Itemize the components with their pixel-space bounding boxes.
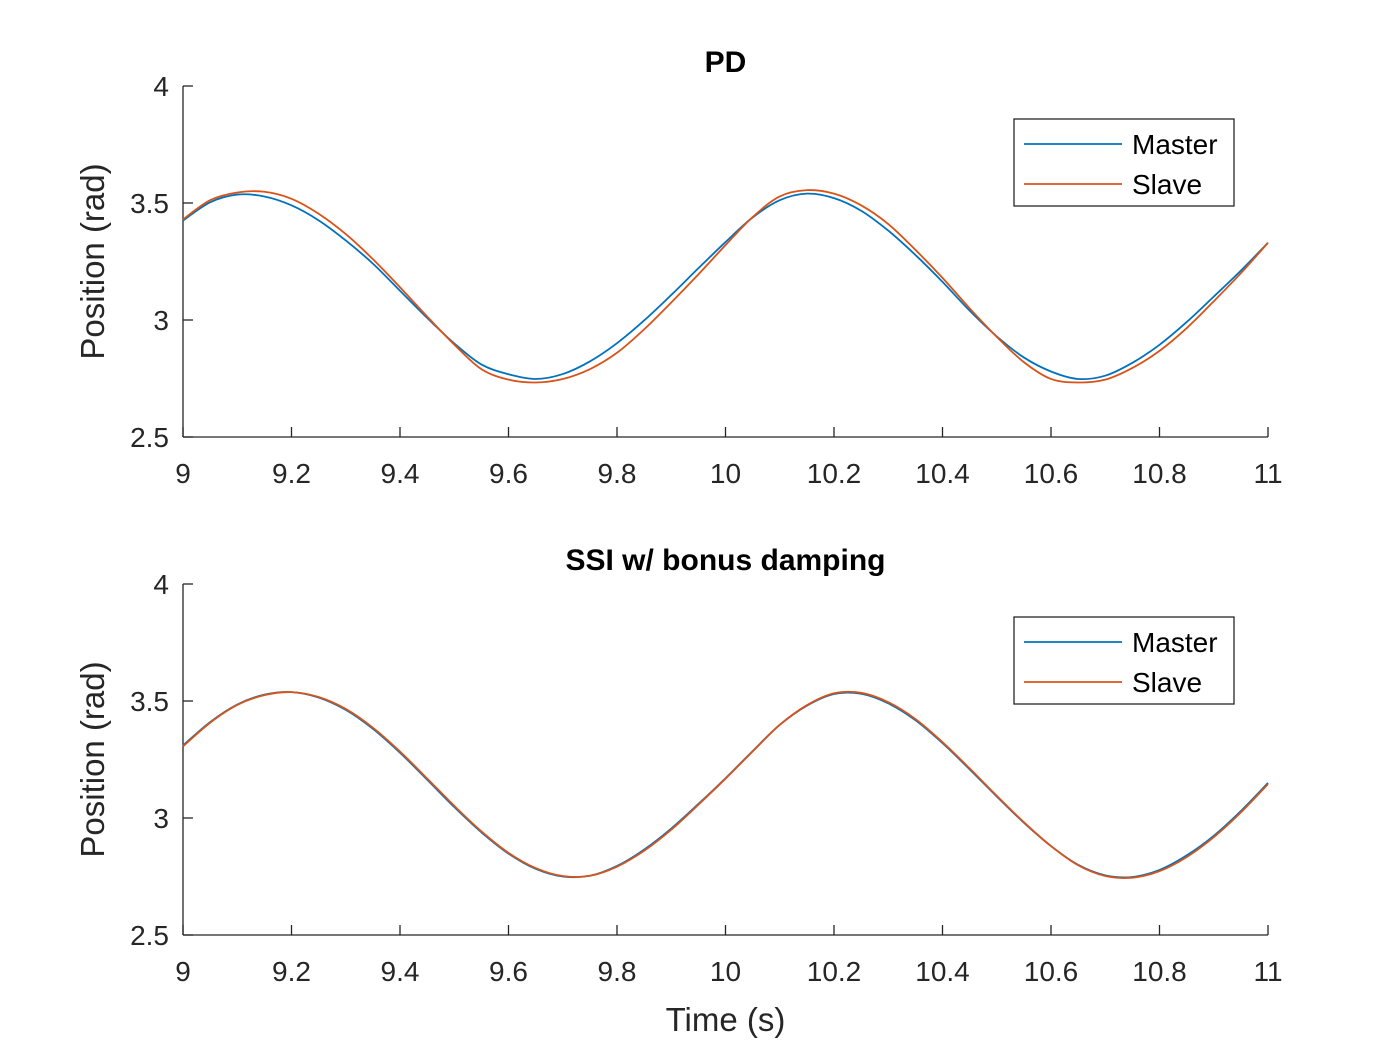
x-tick-label: 9.2 xyxy=(272,458,311,489)
x-tick-label: 10.2 xyxy=(807,956,862,987)
y-axis-label: Position (rad) xyxy=(74,163,111,359)
y-tick-label: 3.5 xyxy=(130,188,169,219)
x-tick-label: 10 xyxy=(710,458,741,489)
legend-box xyxy=(1013,118,1235,207)
series-line-slave xyxy=(182,690,1269,879)
x-tick-label: 9.8 xyxy=(598,956,637,987)
y-tick-label: 4 xyxy=(153,71,169,102)
y-tick-label: 2.5 xyxy=(130,920,169,951)
y-tick-label: 3 xyxy=(153,305,169,336)
legend-entry: Master xyxy=(1132,627,1218,658)
legend: Master Slave xyxy=(1013,118,1235,207)
chart-title: SSI w/ bonus damping xyxy=(565,544,885,577)
x-tick-label: 10.4 xyxy=(915,458,970,489)
x-tick-label: 9.6 xyxy=(489,458,528,489)
x-tick-label: 10.6 xyxy=(1024,956,1079,987)
x-tick-label: 11 xyxy=(1253,956,1282,987)
legend-entry: Slave xyxy=(1132,169,1202,200)
series-line-master xyxy=(182,192,1269,381)
legend-entry: Master xyxy=(1132,129,1218,160)
x-tick-label: 9.4 xyxy=(381,956,420,987)
x-tick-label: 10.8 xyxy=(1132,458,1187,489)
x-tick-label: 9.8 xyxy=(598,458,637,489)
x-tick-label: 10.6 xyxy=(1024,458,1079,489)
x-tick-label: 9.4 xyxy=(381,458,420,489)
y-tick-label: 2.5 xyxy=(130,422,169,453)
x-tick-label: 9 xyxy=(175,458,191,489)
x-tick-label: 10 xyxy=(710,956,741,987)
legend-entry: Slave xyxy=(1132,667,1202,698)
x-tick-label: 10.2 xyxy=(807,458,862,489)
legend-box xyxy=(1013,616,1235,705)
x-tick-label: 9 xyxy=(175,956,191,987)
series-line-slave xyxy=(182,189,1269,384)
x-axis-label: Time (s) xyxy=(666,1001,786,1038)
y-tick-label: 4 xyxy=(153,569,169,600)
y-axis-label: Position (rad) xyxy=(74,661,111,857)
x-tick-label: 10.4 xyxy=(915,956,970,987)
chart-panel-2: SSI w/ bonus damping 9 9.2 9.4 9.6 9.8 10 10.2 1… xyxy=(74,544,1283,1038)
x-tick-label: 9.2 xyxy=(272,956,311,987)
x-tick-label: 10.8 xyxy=(1132,956,1187,987)
legend: Master Slave xyxy=(1013,616,1235,705)
chart-panel-1: PD 9 9.2 9.4 9.6 9.8 10 10.2 10.4 10.6 10.8 11 2.5 3 3… xyxy=(74,46,1283,489)
x-tick-label: 9.6 xyxy=(489,956,528,987)
series-line-master xyxy=(182,691,1269,879)
y-tick-label: 3.5 xyxy=(130,686,169,717)
chart-title: PD xyxy=(705,46,747,79)
y-tick-label: 3 xyxy=(153,803,169,834)
x-tick-label: 11 xyxy=(1253,458,1282,489)
